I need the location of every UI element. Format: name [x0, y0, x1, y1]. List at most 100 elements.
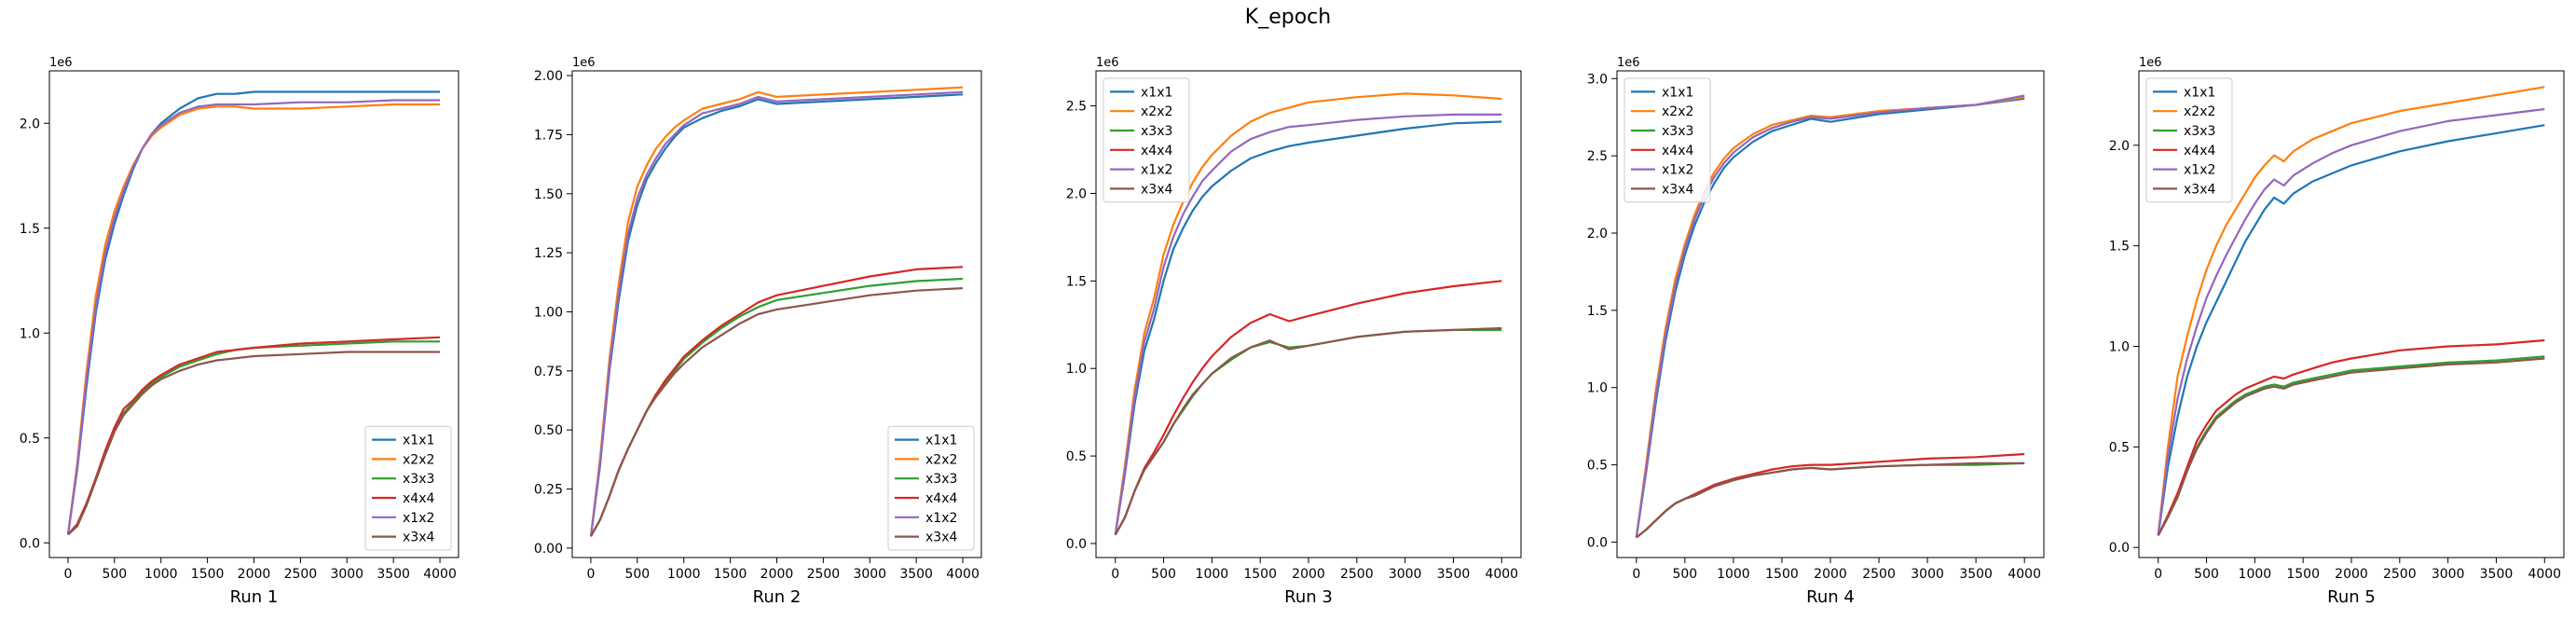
y-tick-label: 2.0 [1066, 186, 1087, 201]
y-tick-label: 0.25 [534, 483, 563, 498]
series-line-x3x3 [1636, 462, 2025, 539]
x-tick-label: 2500 [284, 567, 318, 582]
legend-entry-x4x4: x4x4 [2184, 144, 2215, 158]
legend-entry-x1x1: x1x1 [925, 434, 957, 448]
series-line-x2x2 [66, 103, 440, 535]
y-tick-label: 2.5 [1066, 100, 1087, 115]
x-tick-label: 3500 [2480, 567, 2514, 582]
x-tick-label: 2500 [1340, 567, 1374, 582]
x-tick-label: 500 [102, 567, 127, 582]
y-tick-label: 0.75 [534, 365, 563, 379]
x-tick-label: 1000 [2239, 567, 2272, 582]
legend-entry-x3x3: x3x3 [1141, 124, 1172, 139]
y-tick-label: 0.00 [534, 542, 563, 557]
x-tick-label: 0 [586, 567, 595, 582]
x-tick-label: 1000 [144, 567, 178, 582]
series-line-x3x4 [590, 287, 964, 537]
y-tick-label: 1.00 [534, 305, 563, 320]
x-tick-label: 1000 [1196, 567, 1229, 582]
y-tick-label: 0.0 [1066, 537, 1087, 552]
legend-entry-x3x4: x3x4 [925, 530, 957, 545]
x-tick-label: 3000 [330, 567, 363, 582]
y-tick-label: 0.5 [2109, 440, 2130, 455]
legend-box [1624, 77, 1711, 203]
legend: x1x1 x2x2 x3x3 x4x4 x1x2 x3x4 [1103, 77, 1190, 203]
x-tick-label: 3000 [853, 567, 886, 582]
y-tick-label: 0.5 [1587, 459, 1608, 474]
y-offset-label: 1e6 [49, 56, 73, 70]
x-tick-label: 0 [1111, 567, 1119, 582]
legend-entry-x3x4: x3x4 [1141, 182, 1172, 197]
x-axis-label: Run 2 [753, 587, 802, 607]
y-tick-label: 0.50 [534, 423, 563, 438]
y-tick-label: 1.25 [534, 246, 563, 261]
legend-entry-x1x1: x1x1 [1662, 85, 1693, 100]
series-line-x1x2 [589, 90, 964, 537]
chart-panel-2: 0 500 1000 1500 2000 2500 3000 3500 4000 0.00 0.25… [534, 56, 982, 607]
legend-entry-x3x3: x3x3 [1662, 124, 1693, 139]
x-tick-label: 500 [2194, 567, 2219, 582]
x-tick-label: 1500 [1243, 567, 1277, 582]
x-tick-label: 4000 [2528, 567, 2561, 582]
y-tick-label: 1.50 [534, 187, 563, 202]
x-tick-label: 4000 [946, 567, 980, 582]
legend-entry-x3x4: x3x4 [2184, 182, 2215, 197]
x-tick-label: 1500 [714, 567, 747, 582]
y-offset-label: 1e6 [2139, 56, 2162, 70]
x-tick-label: 4000 [423, 567, 457, 582]
x-tick-label: 0 [1632, 567, 1640, 582]
x-tick-label: 0 [63, 567, 72, 582]
legend-entry-x4x4: x4x4 [925, 491, 957, 506]
x-tick-label: 3500 [377, 567, 410, 582]
y-tick-label: 1.5 [1587, 304, 1608, 319]
x-tick-label: 2000 [238, 567, 271, 582]
chart-panel-4: 0 500 1000 1500 2000 2500 3000 3500 4000 0.0 0.5 1.… [1587, 56, 2045, 607]
y-tick-label: 0.5 [1066, 449, 1087, 464]
x-tick-label: 3500 [1437, 567, 1471, 582]
x-tick-label: 2000 [1814, 567, 1847, 582]
x-tick-label: 1500 [191, 567, 225, 582]
legend-entry-x1x2: x1x2 [1141, 163, 1172, 178]
x-tick-label: 4000 [1485, 567, 1518, 582]
legend-entry-x4x4: x4x4 [403, 491, 434, 506]
legend-entry-x2x2: x2x2 [2184, 104, 2215, 119]
legend-entry-x1x2: x1x2 [925, 511, 957, 526]
y-tick-label: 2.5 [1587, 149, 1608, 164]
legend-box [2145, 77, 2233, 203]
x-tick-label: 3500 [1959, 567, 1993, 582]
series-line-x1x1 [1635, 97, 2025, 538]
legend-entry-x1x1: x1x1 [1141, 85, 1172, 100]
y-tick-label: 2.0 [2109, 139, 2130, 154]
series-line-x1x2 [1114, 113, 1502, 535]
series-line-x2x2 [1635, 96, 2025, 538]
series-line-x3x4 [1114, 326, 1502, 536]
y-offset-label: 1e6 [572, 56, 596, 70]
legend-entry-x3x4: x3x4 [1662, 182, 1693, 197]
series-line-x3x3 [2157, 355, 2545, 536]
x-tick-label: 500 [624, 567, 650, 582]
legend: x1x1 x2x2 x3x3 x4x4 x1x2 x3x4 [364, 425, 452, 551]
figure-title: K_epoch [1244, 6, 1332, 29]
y-tick-label: 0.0 [20, 536, 40, 551]
y-tick-label: 1.0 [2109, 340, 2130, 355]
x-tick-label: 2000 [2335, 567, 2368, 582]
series-line-x3x4 [1636, 462, 2025, 539]
legend-entry-x2x2: x2x2 [925, 452, 957, 467]
legend-entry-x3x3: x3x3 [2184, 124, 2215, 139]
x-tick-label: 4000 [2007, 567, 2041, 582]
series-line-x2x2 [589, 86, 964, 537]
series-line-x3x4 [2157, 357, 2545, 536]
series-line-x4x4 [1114, 280, 1502, 536]
chart-panel-1: 0 500 1000 1500 2000 2500 3000 3500 4000 0.0 0.5 1.… [20, 56, 459, 607]
x-tick-label: 2500 [2383, 567, 2417, 582]
y-tick-label: 1.5 [20, 222, 40, 237]
x-tick-label: 3000 [1911, 567, 1944, 582]
legend-entry-x1x2: x1x2 [1662, 163, 1693, 178]
legend-box [364, 425, 452, 551]
series-line-x1x1 [589, 93, 964, 537]
x-axis-label: Run 1 [230, 587, 279, 607]
legend-entry-x1x1: x1x1 [403, 434, 434, 448]
legend-entry-x3x3: x3x3 [403, 472, 434, 487]
legend-box [1103, 77, 1190, 203]
x-tick-label: 2000 [760, 567, 794, 582]
